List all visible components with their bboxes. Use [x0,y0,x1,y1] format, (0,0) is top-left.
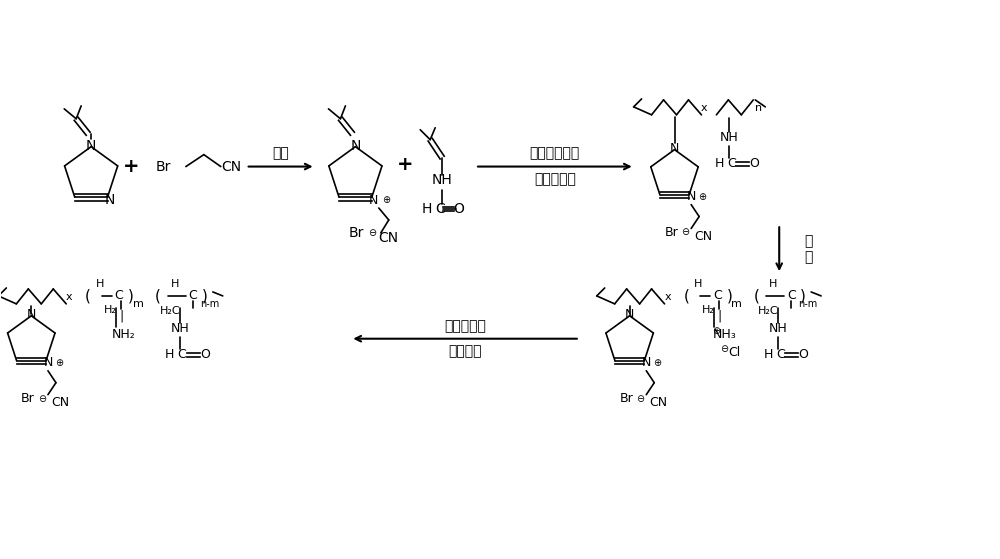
Text: N: N [625,309,634,321]
Text: (: ( [85,288,91,304]
Text: NH: NH [432,173,453,187]
Text: (: ( [155,288,161,304]
Text: ⊖: ⊖ [681,228,689,238]
Text: 二甲基亚砜: 二甲基亚砜 [534,173,576,187]
Text: n-m: n-m [799,299,818,309]
Text: n-m: n-m [200,299,219,309]
Text: NH₃: NH₃ [713,328,736,341]
Text: CN: CN [51,396,69,409]
Text: N: N [670,142,679,155]
Text: x: x [66,292,73,302]
Text: H₂C: H₂C [758,306,779,316]
Text: H: H [422,202,432,216]
Text: ⊕: ⊕ [698,192,706,202]
Text: C: C [435,202,445,216]
Text: H: H [769,279,777,289]
Text: Br: Br [664,226,678,239]
Text: m: m [731,299,742,309]
Text: (: ( [684,288,689,304]
Text: N: N [43,356,53,369]
Text: Cl: Cl [728,346,740,359]
Text: Br: Br [21,392,35,405]
Text: C: C [776,348,785,361]
Text: ⊖: ⊖ [636,394,644,404]
Text: ⊕: ⊕ [653,358,661,368]
Text: CN: CN [221,159,241,173]
Text: n: n [755,103,762,113]
Text: O: O [454,202,465,216]
Text: O: O [749,157,759,170]
Text: |: | [119,309,123,323]
Text: C: C [115,290,123,302]
Text: N: N [86,139,96,153]
Text: |: | [717,309,722,323]
Text: Br: Br [156,159,171,173]
Text: ⊖: ⊖ [720,344,728,354]
Text: H: H [96,279,104,289]
Text: H₂: H₂ [702,305,715,315]
Text: N: N [642,356,651,369]
Text: O: O [798,348,808,361]
Text: +: + [397,155,414,174]
Text: C: C [188,290,197,302]
Text: m: m [133,299,143,309]
Text: CN: CN [379,231,399,245]
Text: H₂: H₂ [104,305,117,315]
Text: CN: CN [649,396,667,409]
Text: N: N [27,309,36,321]
Text: 强碱性离子: 强碱性离子 [444,319,486,333]
Text: C: C [178,348,186,361]
Text: CN: CN [694,230,712,243]
Text: N: N [686,190,696,203]
Text: 丙酮: 丙酮 [272,146,289,160]
Text: 交换树脂: 交换树脂 [448,345,482,359]
Text: x: x [701,103,708,113]
Text: NH: NH [769,322,788,335]
Text: ): ) [202,288,208,304]
Text: O: O [200,348,210,361]
Text: 偶氮二异丁腈: 偶氮二异丁腈 [530,146,580,160]
Text: Br: Br [348,226,364,240]
Text: H: H [165,348,175,361]
Text: NH₂: NH₂ [112,328,136,341]
Text: ): ) [726,288,732,304]
Text: N: N [104,193,115,207]
Text: (: ( [753,288,759,304]
Text: H: H [764,348,773,361]
Text: H: H [694,279,703,289]
Text: NH: NH [720,131,739,144]
Text: ⊕: ⊕ [712,326,720,336]
Text: H: H [171,279,179,289]
Text: ⊖: ⊖ [368,228,376,238]
Text: NH: NH [171,322,189,335]
Text: +: + [123,157,139,176]
Text: Br: Br [619,392,633,405]
Text: H: H [715,157,724,170]
Text: x: x [664,292,671,302]
Text: C: C [787,290,796,302]
Text: C: C [713,290,722,302]
Text: C: C [727,157,736,170]
Text: ⊕: ⊕ [55,358,63,368]
Text: N: N [369,193,378,206]
Text: 盐
酸: 盐 酸 [804,234,813,264]
Text: ): ) [800,288,806,304]
Text: H₂C: H₂C [160,306,180,316]
Text: ): ) [128,288,134,304]
Text: N: N [350,139,361,153]
Text: ⊖: ⊖ [38,394,46,404]
Text: ⊕: ⊕ [382,195,390,205]
